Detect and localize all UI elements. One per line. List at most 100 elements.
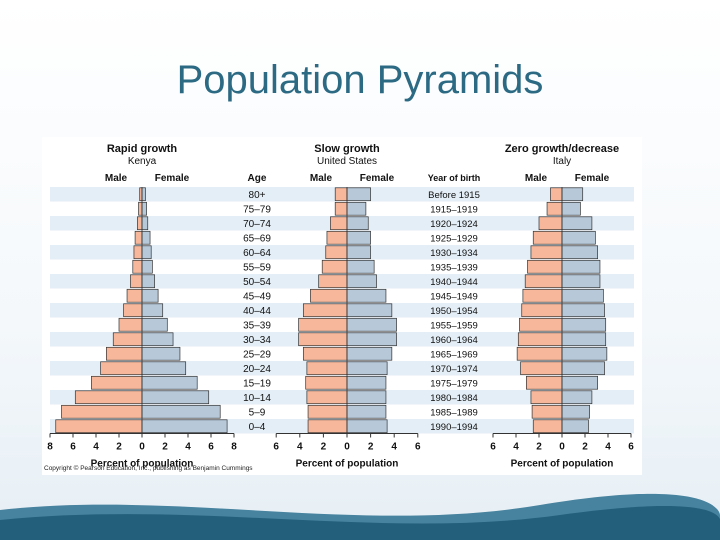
male-label: Male: [525, 173, 548, 184]
x-tick-label: 4: [185, 442, 191, 453]
male-bar: [105, 346, 143, 361]
x-tick-label: 2: [162, 442, 168, 453]
female-bar: [141, 288, 159, 303]
female-label: Female: [155, 173, 190, 184]
age-label: 0–4: [249, 422, 266, 433]
female-bar: [561, 259, 601, 274]
male-bar: [55, 419, 143, 434]
female-bar: [141, 317, 168, 332]
female-bar: [141, 361, 187, 376]
female-bar: [561, 230, 596, 245]
birth-year-label: 1955–1959: [430, 321, 478, 332]
male-bar: [522, 288, 563, 303]
male-bar: [325, 245, 348, 260]
x-tick-label: 6: [415, 442, 421, 453]
male-bar: [334, 201, 348, 216]
x-axis-label: Percent of population: [296, 459, 399, 470]
age-label: 5–9: [249, 408, 266, 419]
female-bar: [561, 303, 605, 318]
female-bar: [346, 346, 393, 361]
male-bar: [298, 332, 348, 347]
birth-year-label: 1970–1974: [430, 364, 478, 375]
x-tick-label: 6: [70, 442, 76, 453]
female-bar: [141, 332, 174, 347]
male-bar: [519, 317, 563, 332]
male-bar: [310, 288, 348, 303]
male-bar: [126, 288, 143, 303]
female-label: Female: [360, 173, 395, 184]
age-label: 70–74: [243, 219, 271, 230]
female-bar: [346, 245, 371, 260]
male-bar: [326, 230, 348, 245]
birth-year-label: 1930–1934: [430, 248, 478, 259]
female-bar: [346, 187, 371, 202]
female-bar: [141, 216, 149, 231]
x-tick-label: 8: [47, 442, 53, 453]
male-bar: [123, 303, 143, 318]
male-bar: [138, 201, 143, 216]
birth-year-label: 1945–1949: [430, 292, 478, 303]
male-bar: [100, 361, 143, 376]
female-bar: [561, 404, 590, 419]
male-bar: [532, 419, 563, 434]
x-tick-label: 4: [513, 442, 519, 453]
male-bar: [321, 259, 348, 274]
male-bar: [307, 419, 348, 434]
age-label: 45–49: [243, 292, 271, 303]
male-bar: [526, 375, 563, 390]
male-bar: [521, 303, 563, 318]
age-label: 40–44: [243, 306, 271, 317]
female-bar: [561, 245, 599, 260]
male-bar: [527, 259, 563, 274]
x-tick-label: 6: [273, 442, 279, 453]
age-label: 55–59: [243, 263, 271, 274]
female-bar: [346, 317, 397, 332]
female-bar: [141, 201, 147, 216]
age-label: 30–34: [243, 335, 271, 346]
female-bar: [346, 259, 375, 274]
male-bar: [538, 216, 563, 231]
birth-year-label: 1965–1969: [430, 350, 478, 361]
x-tick-label: 2: [536, 442, 542, 453]
male-bar: [302, 303, 348, 318]
female-bar: [346, 230, 371, 245]
slide-title: Population Pyramids: [176, 58, 544, 102]
female-bar: [346, 303, 393, 318]
male-label: Male: [310, 173, 333, 184]
x-tick-label: 8: [231, 442, 237, 453]
birth-year-label: 1980–1984: [430, 393, 478, 404]
male-bar: [550, 187, 563, 202]
x-tick-label: 2: [116, 442, 122, 453]
male-bar: [530, 245, 563, 260]
age-label: 65–69: [243, 234, 271, 245]
birth-year-label: 1990–1994: [430, 422, 478, 433]
male-bar: [530, 390, 563, 405]
birth-year-label: 1915–1919: [430, 205, 478, 216]
male-bar: [137, 216, 143, 231]
female-bar: [141, 404, 221, 419]
x-tick-label: 6: [490, 442, 496, 453]
age-label: 75–79: [243, 205, 271, 216]
birth-year-label: 1975–1979: [430, 379, 478, 390]
male-bar: [298, 317, 348, 332]
male-bar: [132, 259, 143, 274]
female-bar: [561, 216, 593, 231]
x-tick-label: 2: [368, 442, 374, 453]
x-axis-label: Percent of population: [91, 459, 194, 470]
female-bar: [141, 230, 151, 245]
male-bar: [306, 361, 348, 376]
male-bar: [520, 361, 563, 376]
female-bar: [346, 375, 387, 390]
male-bar: [516, 346, 563, 361]
female-bar: [561, 390, 593, 405]
female-bar: [561, 201, 581, 216]
male-bar: [133, 245, 143, 260]
female-bar: [561, 288, 604, 303]
male-bar: [330, 216, 348, 231]
female-bar: [561, 419, 589, 434]
male-bar: [334, 187, 348, 202]
female-bar: [561, 375, 599, 390]
female-bar: [141, 259, 153, 274]
male-bar: [517, 332, 563, 347]
